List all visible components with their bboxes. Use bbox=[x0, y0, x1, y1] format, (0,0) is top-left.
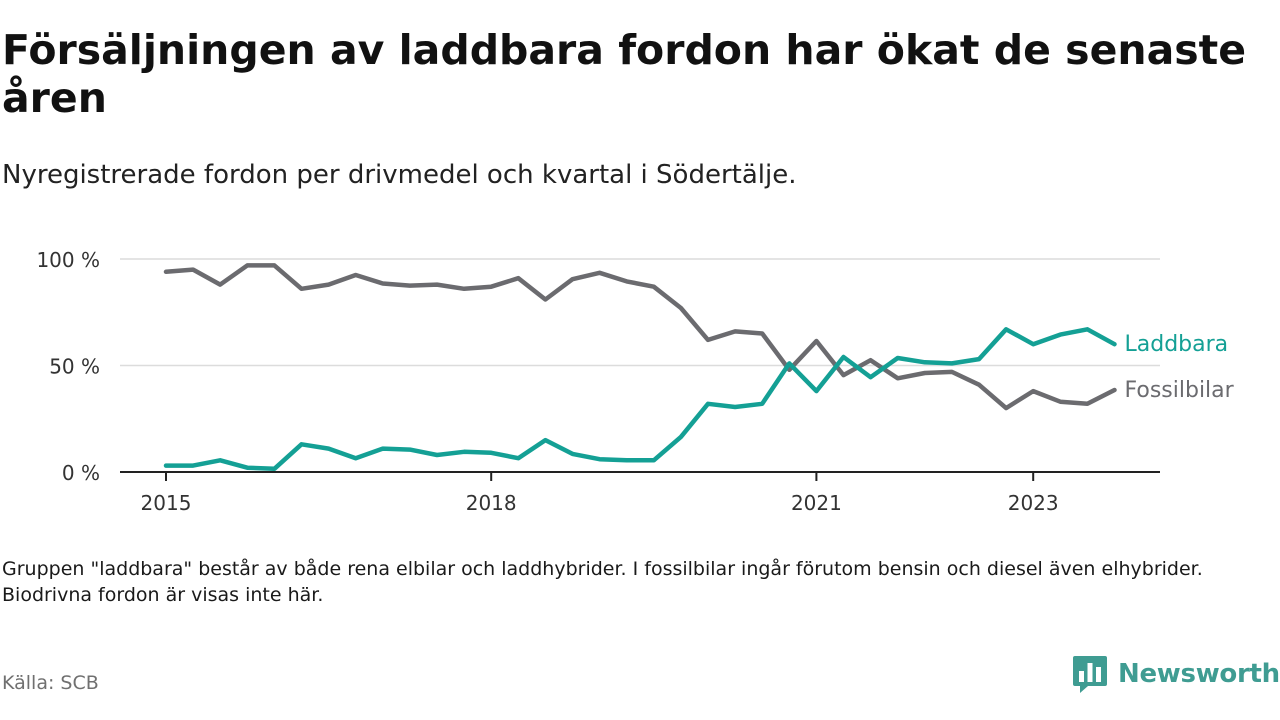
series-lines bbox=[163, 263, 1117, 472]
y-tick-label: 0 % bbox=[62, 461, 100, 485]
chart-footnote: Gruppen "laddbara" består av både rena e… bbox=[2, 558, 1203, 606]
x-tick-label: 2015 bbox=[141, 491, 192, 515]
y-tick-label: 100 % bbox=[36, 248, 100, 272]
y-tick-label: 50 % bbox=[49, 355, 100, 379]
newsworthy-logo-icon bbox=[1073, 656, 1107, 693]
x-axis: 2015 2018 2021 2023 bbox=[120, 471, 1160, 515]
source-credit: Källa: SCB bbox=[2, 672, 99, 694]
chart-subtitle: Nyregistrerade fordon per drivmedel och … bbox=[2, 160, 797, 190]
x-tick-label: 2018 bbox=[466, 491, 517, 515]
series-label-fossilbilar: Fossilbilar bbox=[1125, 378, 1235, 403]
gridlines: 0 % 50 % 100 % bbox=[36, 248, 1160, 485]
series-label-laddbara: Laddbara bbox=[1125, 332, 1229, 357]
newsworthy-logo: Newsworthy bbox=[1072, 654, 1280, 694]
series-line-fossilbilar bbox=[163, 263, 1117, 411]
chart-title: Försäljningen av laddbara fordon har öka… bbox=[2, 26, 1247, 122]
series-line-laddbara bbox=[163, 327, 1117, 472]
x-tick-label: 2021 bbox=[791, 491, 842, 515]
x-tick-label: 2023 bbox=[1008, 491, 1059, 515]
newsworthy-logo-text: Newsworthy bbox=[1118, 659, 1280, 689]
series-labels: Laddbara Fossilbilar bbox=[1125, 332, 1235, 403]
